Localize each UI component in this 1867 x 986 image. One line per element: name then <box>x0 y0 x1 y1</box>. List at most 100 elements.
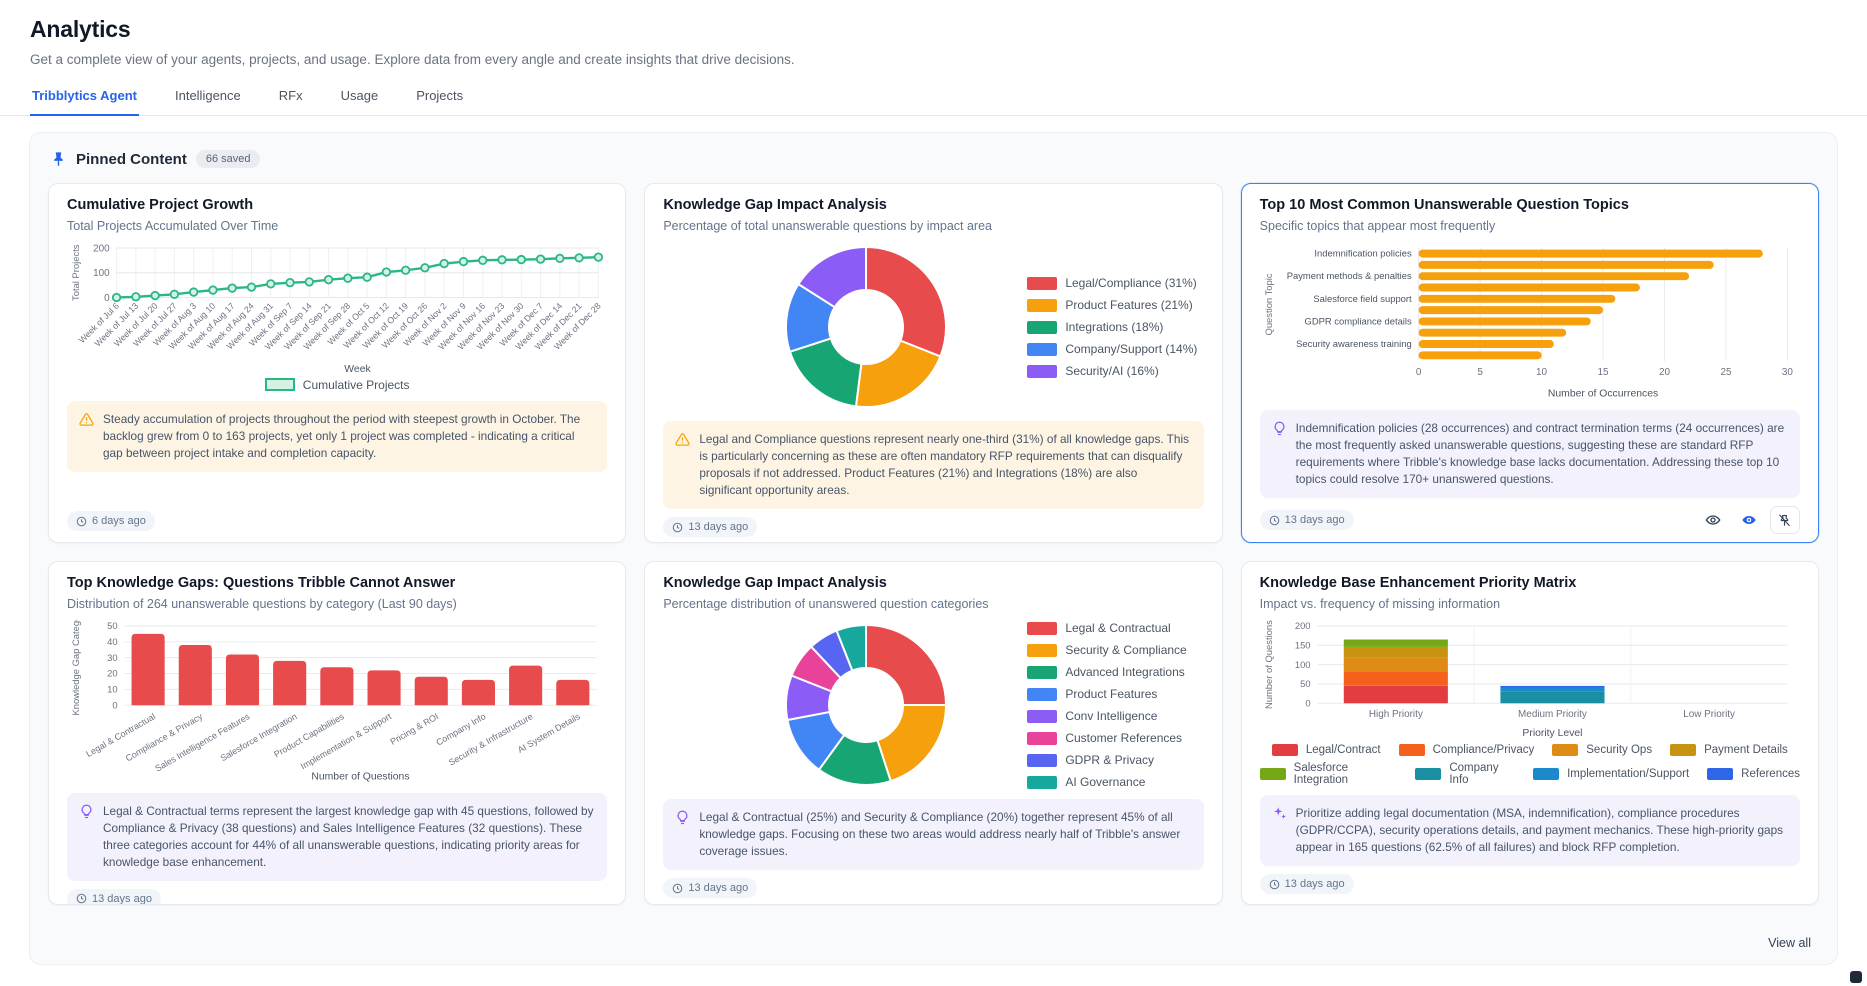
bar <box>1418 260 1714 269</box>
timestamp-label: 13 days ago <box>688 521 749 534</box>
stacked-bar-chart-canvas: 0 50 100 150 200 High Priority Medium Priority… <box>1263 620 1788 739</box>
clock-icon <box>1269 515 1279 525</box>
card-title: Top Knowledge Gaps: Questions Tribble Ca… <box>67 575 456 591</box>
card-footer: 13 days ago <box>663 509 1203 538</box>
data-point <box>420 263 430 273</box>
tab-intelligence[interactable]: Intelligence <box>174 88 241 103</box>
legend-item[interactable]: Security & Compliance <box>1027 643 1187 657</box>
svg-text:25: 25 <box>1720 367 1732 378</box>
stacked-bar-segment <box>1500 691 1605 704</box>
data-point <box>362 272 372 282</box>
tab-usage[interactable]: Usage <box>340 88 379 103</box>
view-all-button[interactable]: View all <box>1768 936 1811 950</box>
clock-icon <box>673 522 683 533</box>
legend-item[interactable]: Implementation/Support <box>1533 762 1689 786</box>
pinned-content-header: Pinned Content 66 saved <box>48 150 1819 168</box>
card-top-10-unanswerable-topics[interactable]: Top 10 Most Common Unanswerable Question… <box>1240 183 1819 543</box>
legend-item[interactable]: Legal & Contractual <box>1027 621 1186 635</box>
legend-item[interactable]: Compliance/Privacy <box>1398 743 1534 756</box>
legend-label: AI Governance <box>1065 775 1146 789</box>
legend-item[interactable]: Payment Details <box>1670 743 1788 756</box>
legend-item[interactable]: Security Ops <box>1552 743 1652 756</box>
chart-legend[interactable]: Cumulative Projects <box>67 378 607 392</box>
legend-item[interactable]: Company Info <box>1415 762 1515 786</box>
card-top-knowledge-gaps[interactable]: Top Knowledge Gaps: Questions Tribble Ca… <box>48 561 627 905</box>
data-point <box>246 282 257 292</box>
stacked-bar-segment <box>1343 646 1448 658</box>
svg-text:Salesforce field support: Salesforce field support <box>1313 293 1412 304</box>
legend-swatch <box>1259 767 1286 780</box>
legend-item[interactable]: Advanced Integrations <box>1027 665 1186 679</box>
legend-label: Legal/Contract <box>1305 743 1381 756</box>
pinned-cards-grid: Cumulative Project Growth Total Projects… <box>48 183 1819 905</box>
bar <box>1418 328 1566 337</box>
bar <box>367 670 401 706</box>
legend-item[interactable]: Legal/Contract <box>1271 743 1381 756</box>
page-header: Analytics Get a complete view of your ag… <box>0 0 1867 67</box>
card-title: Knowledge Gap Impact Analysis <box>663 575 887 591</box>
page-subtitle: Get a complete view of your agents, proj… <box>30 52 795 67</box>
insight-box: Prioritize adding legal documentation (M… <box>1259 794 1800 867</box>
tab-projects[interactable]: Projects <box>416 88 464 103</box>
warning-triangle-icon <box>79 412 94 462</box>
donut-slice <box>865 245 948 358</box>
lightbulb-icon <box>675 810 690 860</box>
svg-text:High Priority: High Priority <box>1369 709 1423 720</box>
legend-label: Payment Details <box>1704 743 1788 756</box>
stacked-bar-segment <box>1343 685 1448 704</box>
view-button[interactable] <box>1697 506 1728 534</box>
bar <box>1418 294 1615 303</box>
legend-item[interactable]: GDPR & Privacy <box>1027 753 1186 767</box>
bar <box>509 665 543 706</box>
legend-label: GDPR & Privacy <box>1065 753 1155 767</box>
legend-item[interactable]: Legal/Compliance (31%) <box>1027 276 1197 290</box>
legend-item[interactable]: Company/Support (14%) <box>1027 342 1197 356</box>
legend-swatch <box>1670 743 1697 756</box>
clock-icon <box>1269 879 1279 890</box>
legend-item[interactable]: Product Features <box>1027 687 1186 701</box>
timestamp-badge: 13 days ago <box>67 888 161 904</box>
insight-view-button[interactable] <box>1733 506 1764 534</box>
legend-label: Advanced Integrations <box>1065 665 1185 679</box>
legend-item[interactable]: Integrations (18%) <box>1027 320 1197 334</box>
legend-item[interactable]: Product Features (21%) <box>1027 298 1197 312</box>
horizontal-bar-chart: 0 5 10 15 20 25 30 Indemnification policies Paym… <box>1260 242 1800 401</box>
legend-swatch <box>1027 731 1058 745</box>
legend-label: Security/AI (16%) <box>1065 364 1159 378</box>
card-knowledge-gap-impact-analysis[interactable]: Knowledge Gap Impact Analysis Percentage… <box>644 183 1223 543</box>
bar <box>225 654 260 706</box>
legend-label: Product Features <box>1065 687 1158 701</box>
legend-item[interactable]: Security/AI (16%) <box>1027 364 1197 378</box>
card-subtitle: Specific topics that appear most frequen… <box>1259 219 1496 233</box>
line-series <box>116 255 599 299</box>
clock-icon <box>76 894 87 904</box>
svg-text:Compliance & Privacy: Compliance & Privacy <box>124 711 205 763</box>
legend-item[interactable]: AI Governance <box>1027 775 1186 789</box>
tab-rfx[interactable]: RFx <box>278 88 303 103</box>
legend-item[interactable]: Salesforce Integration <box>1259 762 1398 786</box>
legend-item[interactable]: Customer References <box>1027 731 1186 745</box>
chart-legend: Legal/Compliance (31%) Product Features (… <box>1027 276 1197 378</box>
page-title: Analytics <box>30 16 131 42</box>
data-point <box>593 252 604 262</box>
legend-swatch <box>264 378 295 392</box>
unpin-button[interactable] <box>1769 506 1800 534</box>
card-cumulative-project-growth[interactable]: Cumulative Project Growth Total Projects… <box>48 183 627 543</box>
tab-tribblytics-agent[interactable]: Tribblytics Agent <box>30 82 139 116</box>
legend-item[interactable]: Conv Intelligence <box>1027 709 1186 723</box>
data-point <box>497 255 507 265</box>
legend-item[interactable]: References <box>1707 762 1800 786</box>
card-priority-matrix[interactable]: Knowledge Base Enhancement Priority Matr… <box>1240 561 1819 905</box>
card-knowledge-gap-impact-analysis-2[interactable]: Knowledge Gap Impact Analysis Percentage… <box>644 561 1223 905</box>
bar <box>461 679 495 706</box>
legend-swatch <box>1027 643 1058 657</box>
bar <box>131 633 165 706</box>
y-axis-title: Total Projects <box>70 244 81 301</box>
svg-text:150: 150 <box>1295 639 1311 650</box>
stacked-bar-segment <box>1343 639 1448 647</box>
insight-text: Legal and Compliance questions represent… <box>699 432 1189 498</box>
legend-swatch <box>1027 709 1058 723</box>
bar <box>320 667 354 706</box>
legend-label: Customer References <box>1065 731 1183 745</box>
card-footer: 13 days ago <box>67 881 607 904</box>
